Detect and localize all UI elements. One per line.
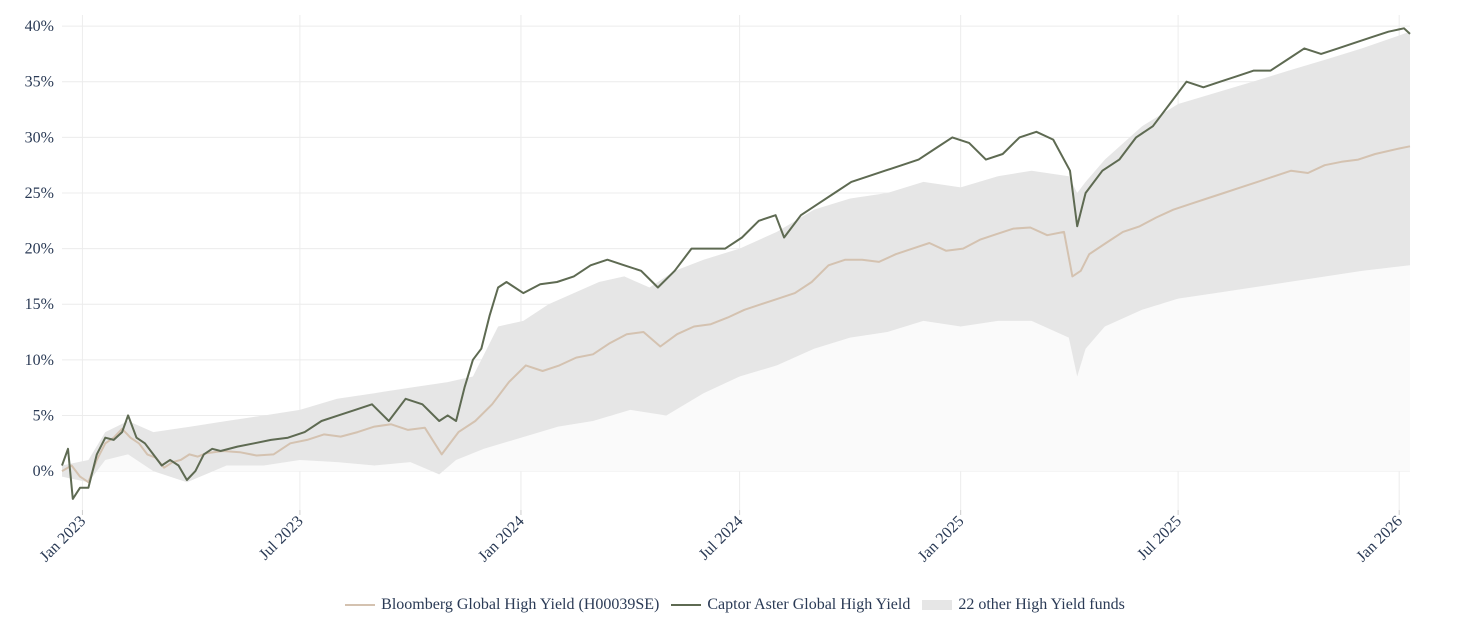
x-axis: Jan 2023 Jul 2023 Jan 2024 Jul 2024 Jan 2025… (37, 510, 1406, 565)
legend-item-captor[interactable]: Captor Aster Global High Yield (671, 596, 910, 614)
x-tick-label: Jul 2025 (1134, 513, 1185, 564)
legend-swatch-captor (671, 604, 702, 606)
other-funds-band (62, 31, 1410, 483)
y-tick-label: 15% (25, 296, 54, 313)
legend-item-benchmark[interactable]: Bloomberg Global High Yield (H00039SE) (345, 596, 659, 614)
legend-label-captor: Captor Aster Global High Yield (707, 596, 911, 613)
y-tick-label: 20% (25, 241, 54, 258)
x-tick-label: Jan 2024 (475, 513, 528, 566)
legend-swatch-other-funds (922, 600, 953, 610)
benchmark-series-line (61, 145, 1411, 484)
series-layer (61, 27, 1411, 500)
band-layer (62, 31, 1410, 483)
legend: Bloomberg Global High Yield (H00039SE) C… (0, 596, 1470, 614)
y-tick-label: 10% (25, 352, 54, 369)
x-tick-label: Jan 2023 (37, 513, 90, 566)
x-tick-label: Jul 2024 (696, 513, 747, 564)
legend-label-benchmark: Bloomberg Global High Yield (H00039SE) (381, 596, 660, 613)
legend-swatch-benchmark (345, 604, 376, 606)
y-tick-label: 5% (33, 407, 54, 424)
x-tick-label: Jul 2023 (256, 513, 307, 564)
x-tick-label: Jan 2025 (915, 513, 968, 566)
y-tick-label: 35% (25, 74, 54, 91)
y-tick-label: 30% (25, 129, 54, 146)
y-tick-label: 40% (25, 18, 54, 35)
y-tick-label: 25% (25, 185, 54, 202)
legend-item-other-funds[interactable]: 22 other High Yield funds (922, 596, 1125, 614)
captor-series-line (61, 27, 1411, 500)
y-tick-label: 0% (33, 463, 54, 480)
legend-label-other-funds: 22 other High Yield funds (958, 596, 1125, 613)
y-axis: 0% 5% 10% 15% 20% 25% 30% 35% 40% (25, 18, 54, 480)
below-band-fill (62, 265, 1410, 483)
x-tick-label: Jan 2026 (1353, 513, 1406, 566)
